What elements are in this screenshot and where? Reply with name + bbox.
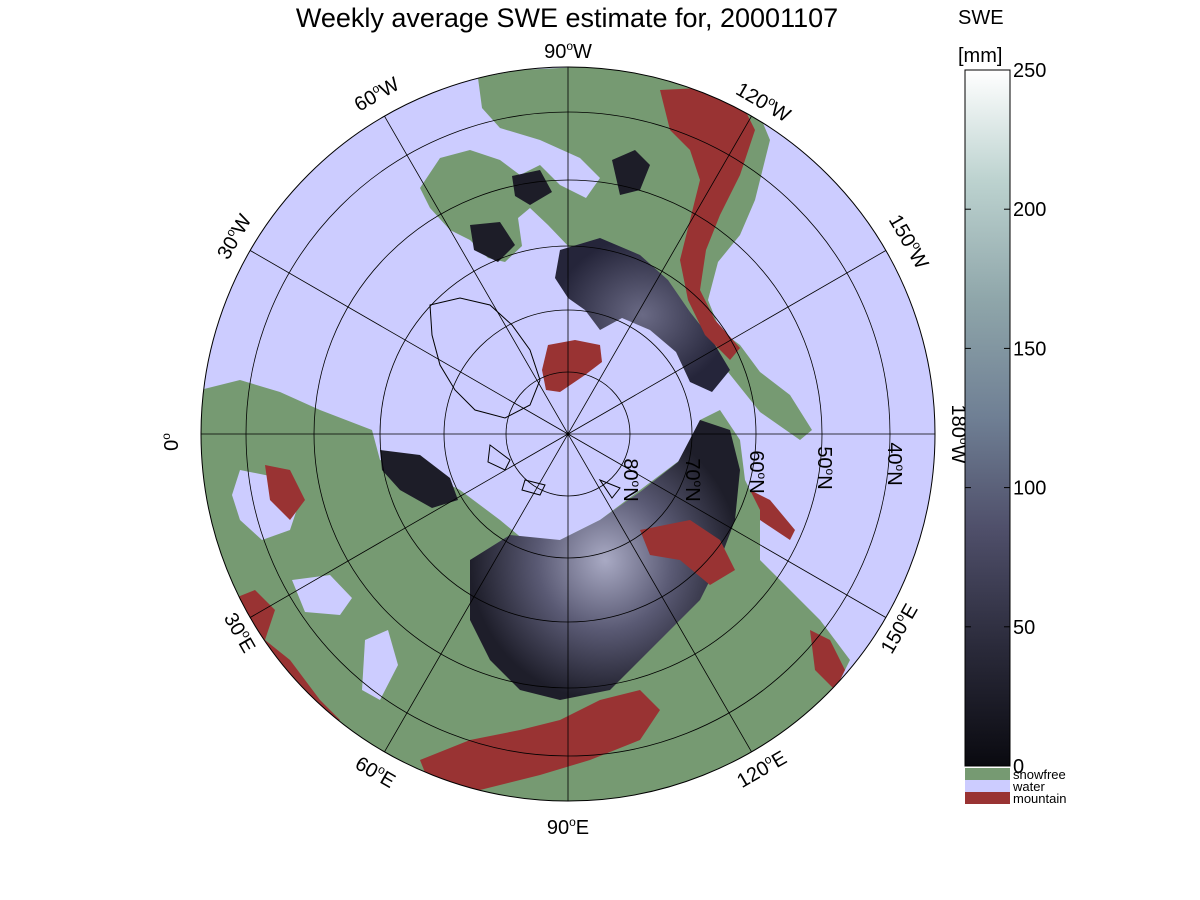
lat-label-50n: 50oN	[813, 446, 837, 489]
meridians	[201, 67, 935, 801]
lat-label-80n: 80oN	[619, 458, 643, 501]
map-border	[200, 66, 936, 802]
colorbar-gradient	[964, 69, 1011, 767]
lat-label-60n: 60oN	[745, 450, 769, 493]
legend-swatch-mountain	[965, 792, 1010, 804]
lat-label-70n: 70oN	[681, 458, 705, 501]
mountain-scandes	[265, 465, 305, 520]
colorbar-tick-label: 100	[1013, 478, 1046, 500]
colorbar-label: SWE	[958, 7, 1004, 29]
mountain-alps	[230, 590, 340, 725]
snow-north-america	[555, 238, 730, 392]
lon-label-60e: 60oE	[351, 751, 400, 793]
lon-label-0: 0o	[159, 433, 183, 451]
lon-label-180w: 180oW	[947, 405, 971, 464]
snow-siberia	[470, 420, 740, 700]
legend-label-mountain: mountain	[1013, 791, 1066, 806]
latitude-labels: 80oN 70oN 60oN 50oN 40oN	[619, 442, 907, 501]
lat-label-40n: 40oN	[883, 442, 907, 485]
colorbar-tick-label: 200	[1013, 199, 1046, 221]
land-greenland	[542, 340, 602, 392]
colorbar-unit: [mm]	[958, 45, 1002, 67]
mountain-central-asia	[420, 690, 660, 790]
snow-scandinavia	[380, 450, 458, 508]
polar-map	[200, 66, 936, 802]
colorbar: SWE [mm] 0 50 100 150 200 250 snowfreewatermo…	[958, 7, 1066, 806]
meridian-30w-150e	[249, 250, 887, 618]
legend-label-water: water	[1012, 779, 1045, 794]
mountain-alaska	[746, 490, 795, 540]
legend-swatch-water	[965, 780, 1010, 792]
lon-label-90e: 90oE	[547, 815, 589, 839]
legend-swatch-snowfree	[965, 768, 1010, 780]
greenland-outline	[429, 297, 541, 419]
colorbar-tick-label: 250	[1013, 60, 1046, 82]
colorbar-tick-label: 50	[1013, 617, 1035, 639]
colorbar-tick-label: 0	[1013, 756, 1024, 778]
legend-label-snowfree: snowfree	[1013, 767, 1066, 782]
lon-label-90w: 90oW	[544, 39, 592, 63]
mountain-east-siberia	[640, 520, 735, 585]
longitude-labels: 90oW 120oW 150oW 180oW 150oE 120oE 90oE …	[159, 39, 971, 839]
colorbar-tick-label: 150	[1013, 338, 1046, 360]
lon-label-60w: 60oW	[350, 72, 404, 117]
mountain-kamchatka	[810, 630, 845, 690]
colorbar-ticks: 0 50 100 150 200 250	[965, 60, 1046, 778]
snow-patch	[470, 150, 650, 262]
water-caspian	[362, 630, 398, 700]
map-title: Weekly average SWE estimate for, 2000110…	[296, 3, 838, 33]
